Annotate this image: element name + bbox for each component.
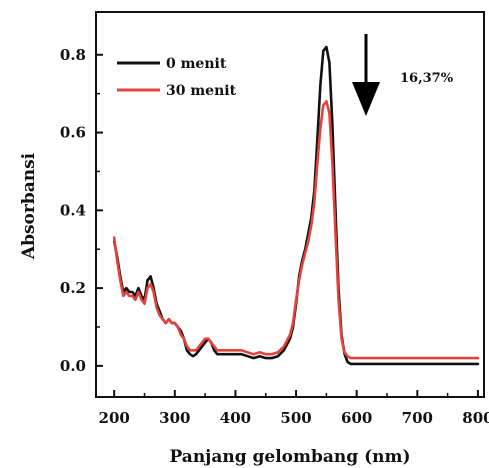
x-tick-label: 500 <box>280 409 311 427</box>
percent-annotation: 16,37% <box>400 71 454 86</box>
series-lines <box>112 45 480 366</box>
x-tick-label: 700 <box>402 409 433 427</box>
x-tick-label: 600 <box>341 409 372 427</box>
arrow-head <box>352 82 380 116</box>
x-tick-label: 300 <box>159 409 190 427</box>
y-axis-ticks: 0.0 0.2 0.4 0.6 0.8 <box>60 46 103 375</box>
x-tick-label: 800 <box>462 409 489 427</box>
legend: 0 menit 30 menit <box>117 56 237 99</box>
series-line-1 <box>112 100 480 360</box>
y-tick-label: 0.4 <box>60 201 86 219</box>
legend-label-0: 0 menit <box>166 56 227 72</box>
x-axis-ticks: 200 300 400 500 600 700 800 <box>99 390 489 427</box>
y-tick-label: 0.2 <box>60 279 86 297</box>
y-tick-label: 0.6 <box>60 124 86 142</box>
x-tick-label: 400 <box>220 409 251 427</box>
y-tick-label: 0.8 <box>60 46 86 64</box>
legend-label-1: 30 menit <box>166 83 237 99</box>
y-tick-label: 0.0 <box>60 357 86 375</box>
x-tick-label: 200 <box>99 409 130 427</box>
series-line-0 <box>112 45 480 366</box>
y-axis-title: Absorbansi <box>19 152 39 260</box>
decrease-arrow <box>352 34 380 116</box>
x-axis-title: Panjang gelombang (nm) <box>169 447 410 467</box>
plot-frame <box>95 11 485 398</box>
